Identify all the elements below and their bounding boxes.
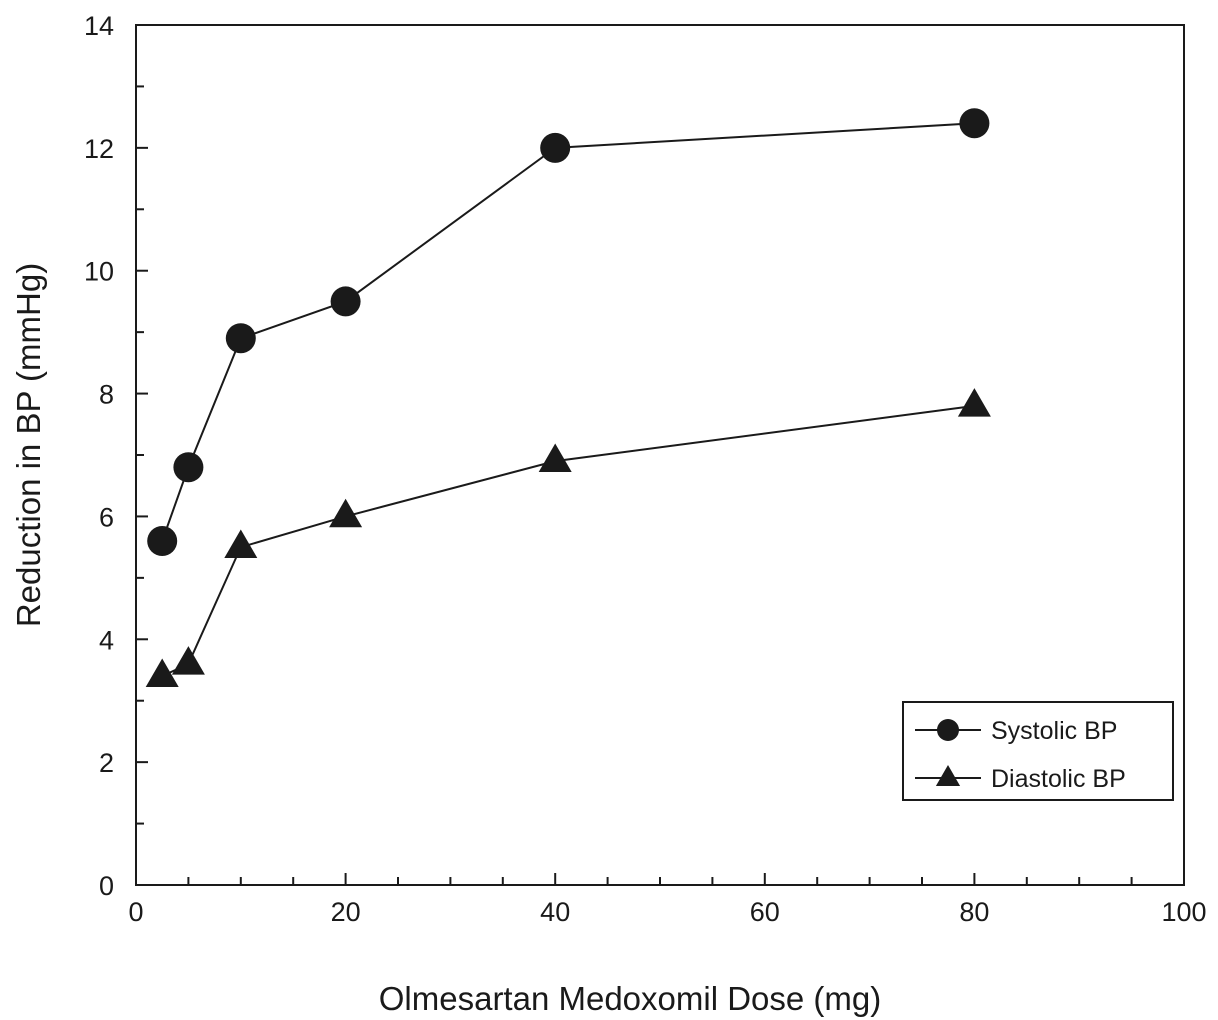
- legend-entry: Systolic BP: [915, 717, 1117, 745]
- y-axis-title: Reduction in BP (mmHg): [10, 263, 47, 627]
- data-point-triangle: [957, 388, 991, 417]
- data-point-circle: [330, 286, 361, 317]
- x-tick-label: 0: [128, 897, 143, 927]
- y-tick-label: 8: [99, 380, 114, 410]
- data-point-triangle: [538, 443, 572, 472]
- series-layer: [145, 108, 991, 687]
- data-point-circle: [173, 452, 204, 483]
- y-tick-label: 12: [84, 134, 114, 164]
- y-tick-label: 2: [99, 748, 114, 778]
- legend-label: Systolic BP: [991, 717, 1117, 745]
- y-tick-label: 10: [84, 257, 114, 287]
- data-point-circle: [959, 108, 990, 139]
- data-point-circle: [540, 132, 571, 163]
- data-point-triangle: [224, 529, 258, 558]
- y-tick-label: 4: [99, 625, 114, 655]
- x-tick-label: 20: [331, 897, 361, 927]
- x-axis: 0 20 40 60 80 100: [128, 873, 1207, 927]
- legend: Systolic BP Diastolic BP: [902, 701, 1174, 801]
- y-axis: 0 2 4 6 8 10 12 14: [84, 11, 148, 901]
- y-tick-label: 6: [99, 502, 114, 532]
- data-point-triangle: [171, 646, 205, 675]
- data-point-triangle: [329, 498, 363, 528]
- x-tick-label: 40: [540, 897, 570, 927]
- series-line: [161, 122, 975, 542]
- x-tick-label: 80: [959, 897, 989, 927]
- series-systolic-bp: [147, 108, 990, 556]
- x-tick-label: 100: [1161, 897, 1206, 927]
- y-tick-label: 14: [84, 11, 114, 41]
- y-tick-label: 0: [99, 871, 114, 901]
- series-diastolic-bp: [145, 388, 991, 687]
- data-point-triangle: [145, 658, 179, 687]
- series-line: [161, 404, 975, 678]
- data-point-circle: [147, 526, 178, 556]
- legend-label: Diastolic BP: [991, 765, 1126, 793]
- legend-entry: Diastolic BP: [915, 765, 1126, 793]
- data-point-circle: [225, 323, 256, 354]
- data-point-circle: [937, 719, 959, 741]
- x-tick-label: 60: [750, 897, 780, 927]
- x-axis-title: Olmesartan Medoxomil Dose (mg): [379, 980, 881, 1017]
- data-point-triangle: [935, 765, 961, 786]
